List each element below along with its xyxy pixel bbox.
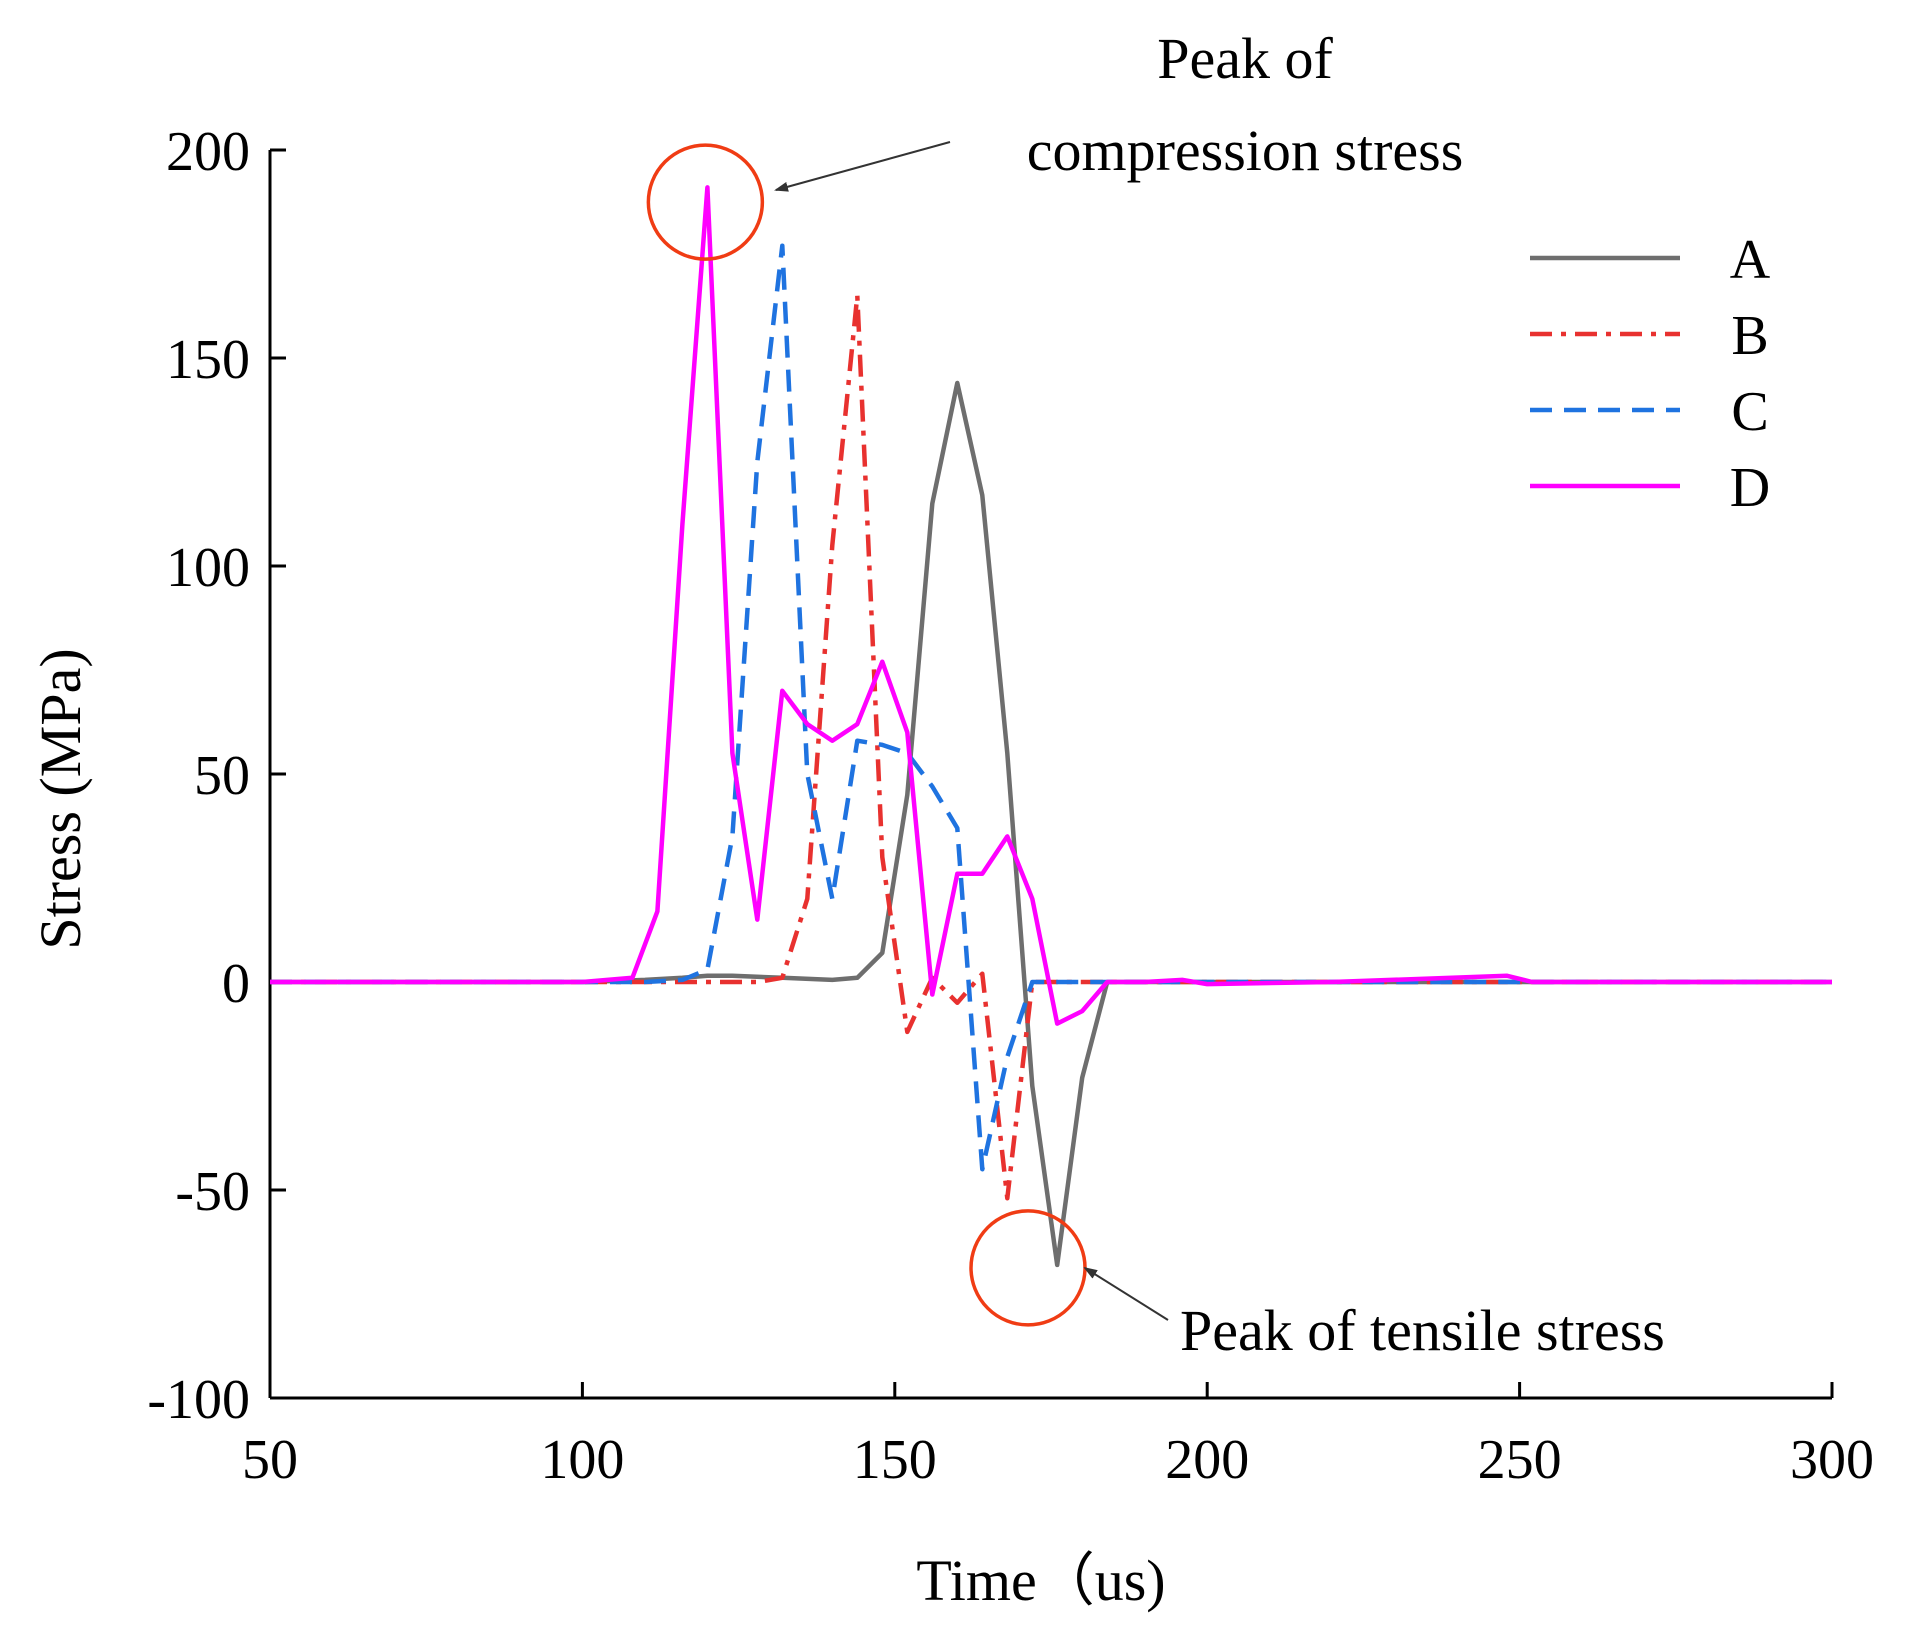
series-line-b (270, 293, 1832, 1201)
y-axis-title: Stress (MPa) (28, 648, 93, 949)
x-tick-label: 200 (1165, 1429, 1249, 1491)
y-tick-label: 100 (166, 537, 250, 599)
x-tick-label: 150 (853, 1429, 937, 1491)
legend-label-b: B (1731, 305, 1768, 367)
compression-annotation-line1: Peak of (1157, 26, 1333, 91)
tensile-peak-arrow (1083, 1266, 1169, 1321)
y-tick-label: 0 (222, 953, 250, 1015)
legend-label-c: C (1731, 381, 1768, 443)
tick-group: 50 100 150 200 250 300 -100 -50 0 50 100 150 200 (147, 121, 1874, 1491)
compression-annotation-line2: compression stress (1027, 118, 1464, 183)
series-line-a (270, 380, 1832, 1268)
y-tick-label: 50 (194, 745, 250, 807)
legend-label-a: A (1730, 229, 1771, 291)
y-tick-label: 150 (166, 329, 250, 391)
series-line-d (270, 185, 1832, 1026)
annotation-layer: Peak of compression stress Peak of tensile… (646, 26, 1665, 1363)
x-tick-label: 50 (242, 1429, 298, 1491)
x-tick-label: 100 (540, 1429, 624, 1491)
compression-peak-marker (646, 143, 765, 261)
series-layer (270, 185, 1832, 1268)
tensile-peak-marker (969, 1209, 1087, 1327)
x-axis-title: Time（us) (916, 1548, 1165, 1613)
x-tick-label: 250 (1478, 1429, 1562, 1491)
tensile-annotation-label: Peak of tensile stress (1180, 1298, 1665, 1363)
compression-peak-arrow (774, 141, 951, 192)
legend-label-d: D (1730, 457, 1770, 519)
series-line-c (270, 243, 1832, 1172)
y-tick-label: 200 (166, 121, 250, 183)
y-tick-label: -50 (175, 1161, 250, 1223)
y-tick-label: -100 (147, 1369, 250, 1431)
x-tick-label: 300 (1790, 1429, 1874, 1491)
